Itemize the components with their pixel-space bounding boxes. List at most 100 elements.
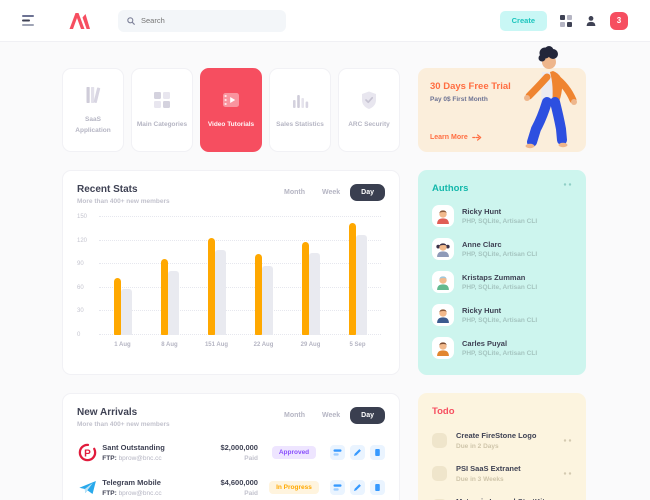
- telegram-logo: [77, 477, 102, 498]
- chart-xlabel: 1 Aug: [114, 342, 131, 348]
- author-item-ricky-hunt[interactable]: Ricky Hunt PHP, SQLite, Artisan CLI: [432, 304, 572, 326]
- squares-icon: [151, 89, 173, 111]
- arrival-amount: $4,600,000: [220, 478, 258, 487]
- todo-item-title: PSI SaaS Extranet: [456, 464, 521, 473]
- category-card-arc-security[interactable]: ARC Security: [338, 68, 400, 152]
- filter-day[interactable]: Day: [350, 407, 385, 424]
- bar-previous: [167, 270, 179, 335]
- new-arrivals-subtitle: More than 400+ new members: [77, 421, 170, 428]
- search-input[interactable]: [141, 16, 277, 25]
- authors-title: Authors: [432, 183, 469, 194]
- box-action-button[interactable]: [370, 480, 385, 495]
- edit-action-button[interactable]: [350, 445, 365, 460]
- arrival-amount-note: Paid: [244, 490, 258, 497]
- author-name: Carles Puyal: [462, 339, 508, 348]
- category-cards: SaaS Application Main Categories Video T…: [62, 68, 400, 152]
- bar-current: [254, 253, 262, 335]
- author-avatar: [432, 271, 454, 293]
- todo-item-psi-saas-extranet: PSI SaaS Extranet Due in 3 Weeks: [432, 464, 572, 483]
- todo-item-create-firestone-logo: Create FireStone Logo Due in 2 Days: [432, 431, 572, 450]
- category-label: ARC Security: [348, 121, 390, 129]
- svg-text:P: P: [84, 448, 91, 459]
- author-skills: PHP, SQLite, Artisan CLI: [462, 251, 538, 258]
- author-avatar: [432, 304, 454, 326]
- todo-checkbox[interactable]: [432, 433, 447, 448]
- bar-previous: [214, 250, 226, 335]
- shield-icon: [358, 89, 380, 111]
- category-label: Main Categories: [136, 121, 188, 129]
- author-item-ricky-hunt[interactable]: Ricky Hunt PHP, SQLite, Artisan CLI: [432, 205, 572, 227]
- author-item-carles-puyal[interactable]: Carles Puyal PHP, SQLite, Artisan CLI: [432, 337, 572, 359]
- arrival-name: Telegram Mobile: [102, 478, 161, 487]
- todo-item-title: Metronic Laravel StartKit: [456, 497, 554, 500]
- category-card-main-categories[interactable]: Main Categories: [131, 68, 193, 152]
- bar-previous: [261, 265, 273, 335]
- dots-menu-icon[interactable]: [563, 472, 572, 475]
- todo-item-title: Create FireStone Logo: [456, 431, 537, 440]
- author-name: Ricky Hunt: [462, 306, 502, 315]
- new-arrivals-panel: New Arrivals More than 400+ new members …: [62, 393, 400, 500]
- chart-ytick: 150: [77, 214, 88, 220]
- menu-icon[interactable]: [22, 15, 35, 26]
- category-card-video-tutorials[interactable]: Video Tutorials: [200, 68, 262, 152]
- chart-ytick: 90: [77, 261, 84, 268]
- arrival-ftp: FTP: bprow@bnc.cc: [102, 455, 162, 462]
- author-skills: PHP, SQLite, Artisan CLI: [462, 350, 538, 357]
- arrival-amount: $2,000,000: [220, 443, 258, 452]
- bar-previous: [355, 235, 367, 335]
- arrival-amount-note: Paid: [244, 455, 258, 462]
- todo-checkbox[interactable]: [432, 466, 447, 481]
- dots-menu-icon[interactable]: [563, 439, 572, 442]
- notification-badge[interactable]: 3: [610, 11, 628, 30]
- learn-more-link[interactable]: Learn More: [430, 134, 482, 141]
- bar-group-151-aug: [193, 217, 240, 335]
- recent-stats-title: Recent Stats: [77, 184, 138, 195]
- chart-xlabel: 151 Aug: [204, 342, 229, 348]
- filter-week[interactable]: Week: [321, 189, 341, 196]
- category-card-sales-statistics[interactable]: Sales Statistics: [269, 68, 331, 152]
- chart-xlabel: 8 Aug: [161, 342, 178, 348]
- search-box[interactable]: [118, 9, 286, 32]
- todo-title: Todo: [432, 406, 455, 417]
- author-name: Kristaps Zumman: [462, 273, 526, 282]
- category-label: Sales Statistics: [276, 121, 324, 129]
- author-item-anne-clarc[interactable]: Anne Clarc PHP, SQLite, Artisan CLI: [432, 238, 572, 260]
- chart-ytick: 60: [77, 284, 84, 291]
- chart-gridline: [99, 286, 381, 288]
- user-icon[interactable]: [585, 15, 597, 27]
- bar-current: [160, 258, 168, 335]
- rows-action-button[interactable]: [330, 480, 345, 495]
- chart-gridline: [99, 263, 381, 265]
- bar-group-1-aug: [99, 217, 146, 335]
- filter-month[interactable]: Month: [283, 189, 305, 196]
- dots-menu-icon[interactable]: [563, 183, 572, 186]
- filter-week[interactable]: Week: [321, 412, 341, 419]
- app-logo-icon[interactable]: [68, 12, 91, 30]
- author-item-kristaps-zumman[interactable]: Kristaps Zumman PHP, SQLite, Artisan CLI: [432, 271, 572, 293]
- apps-grid-icon[interactable]: [560, 14, 572, 27]
- arrival-row-telegram-mobile[interactable]: Telegram Mobile FTP: bprow@bnc.cc $4,600…: [77, 477, 385, 498]
- category-card-saas-application[interactable]: SaaS Application: [62, 68, 124, 152]
- author-name: Anne Clarc: [462, 240, 502, 249]
- recent-stats-subtitle: More than 400+ new members: [77, 198, 170, 205]
- box-action-button[interactable]: [370, 445, 385, 460]
- filter-month[interactable]: Month: [283, 412, 305, 419]
- author-avatar: [432, 337, 454, 359]
- edit-action-button[interactable]: [350, 480, 365, 495]
- producthunt-logo: P: [77, 442, 102, 463]
- learn-more-label: Learn More: [430, 134, 468, 141]
- create-button[interactable]: Create: [499, 10, 547, 31]
- bar-current: [301, 242, 309, 335]
- category-label: SaaS Application: [75, 115, 111, 134]
- arrival-row-sant-outstanding[interactable]: P Sant Outstanding FTP: bprow@bnc.cc $2,…: [77, 442, 385, 463]
- author-skills: PHP, SQLite, Artisan CLI: [462, 317, 538, 324]
- chart-ytick: 0: [77, 332, 81, 338]
- stats-filter-toggle: Month Week Day: [277, 184, 385, 201]
- chart-ytick: 30: [77, 308, 84, 315]
- free-trial-card: 30 Days Free Trial Pay 0$ First Month Le…: [418, 46, 586, 152]
- rows-action-button[interactable]: [330, 445, 345, 460]
- filter-day[interactable]: Day: [350, 184, 385, 201]
- arrival-name: Sant Outstanding: [102, 443, 165, 452]
- bar-group-29-aug: [287, 217, 334, 335]
- authors-panel: Authors Ricky Hunt PHP, SQLite, Artisan …: [418, 170, 586, 375]
